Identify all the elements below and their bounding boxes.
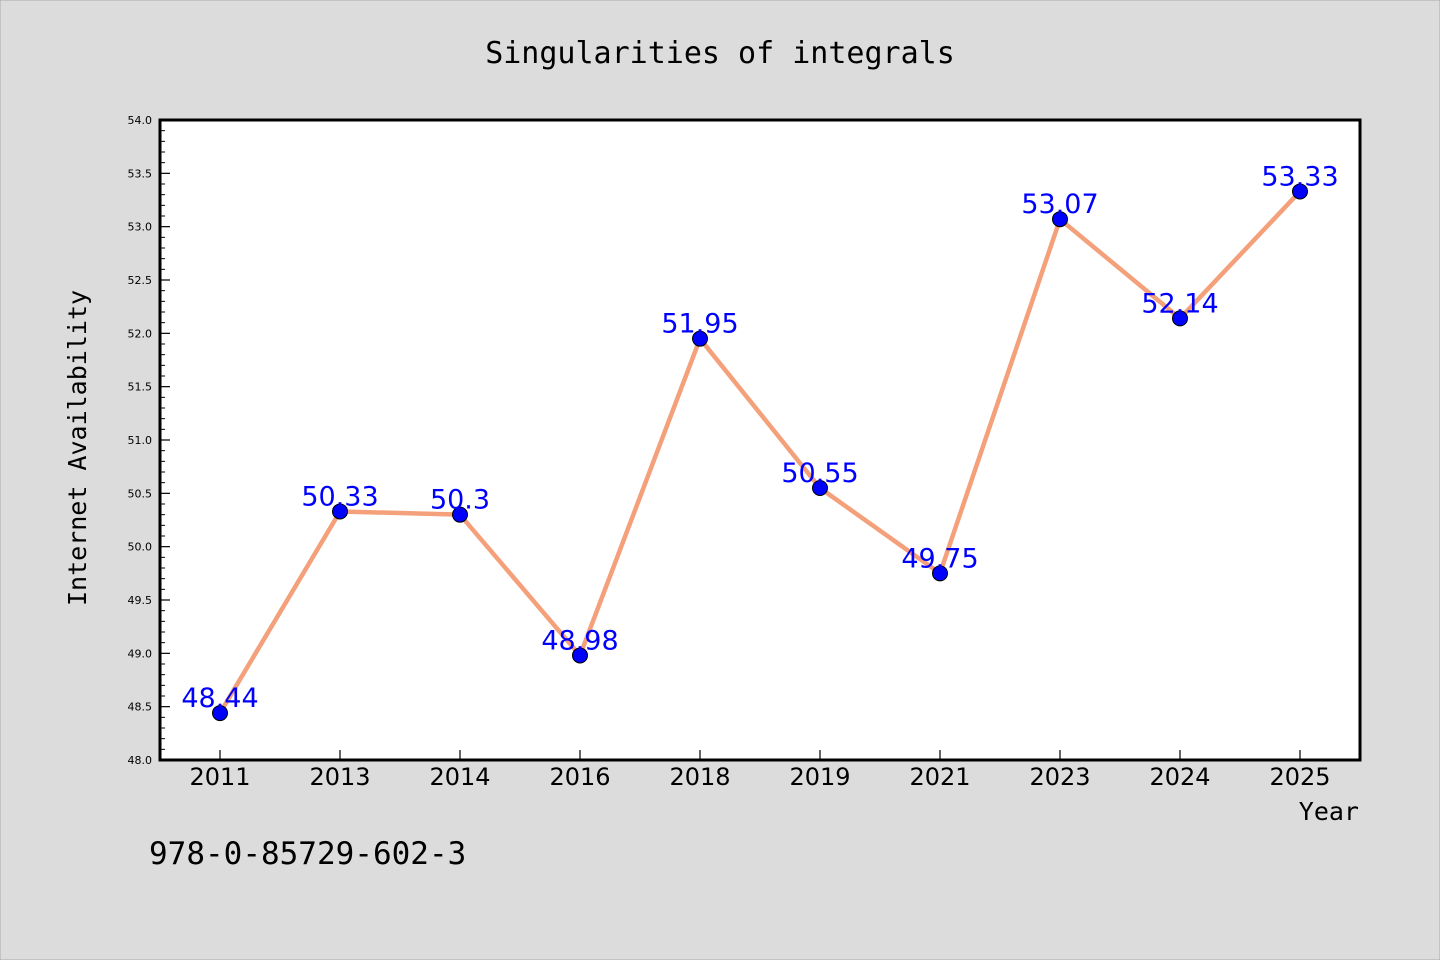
- data-point-marker: [932, 565, 948, 582]
- plot-area: [160, 120, 1360, 760]
- y-axis-ticks: 48.0 48.5 49.0 49.5 50.0 50.5 51.0 51.5 52.0 52.5…: [128, 114, 170, 767]
- y-tick-label: 50.0: [128, 541, 153, 554]
- x-tick-label: 2023: [1029, 763, 1090, 791]
- x-tick-label: 2018: [669, 763, 730, 791]
- data-value-label: 50.33: [301, 481, 378, 512]
- isbn-text: 978-0-85729-602-3: [149, 836, 466, 872]
- data-value-label: 52.14: [1141, 288, 1218, 319]
- y-tick-label: 48.0: [128, 754, 153, 767]
- data-value-label: 53.33: [1261, 161, 1338, 192]
- data-point-marker: [332, 503, 348, 520]
- data-point-marker: [452, 506, 468, 523]
- data-point-marker: [1052, 211, 1068, 228]
- series-line: [217, 189, 1303, 716]
- data-value-label: 51.95: [661, 309, 738, 340]
- y-axis-label: Internet Availability: [63, 290, 92, 606]
- x-tick-label: 2019: [789, 763, 850, 791]
- x-tick-label: 2025: [1269, 763, 1330, 791]
- y-tick-label: 50.5: [128, 487, 153, 500]
- y-tick-label: 49.0: [128, 647, 153, 660]
- data-labels-group: 48.44 50.33 50.3 48.98 51.95 50.55 49.75 53.07 5…: [181, 161, 1338, 714]
- data-value-label: 53.07: [1021, 189, 1098, 220]
- y-tick-label: 52.5: [128, 274, 153, 287]
- x-axis-label: Year: [1299, 797, 1359, 826]
- x-tick-label: 2016: [549, 763, 610, 791]
- plot-frame: [158, 118, 1362, 762]
- y-tick-label: 48.5: [128, 701, 153, 714]
- data-point-marker: [692, 330, 708, 347]
- x-tick-label: 2024: [1149, 763, 1210, 791]
- y-tick-label: 49.5: [128, 594, 153, 607]
- data-point-marker: [812, 480, 828, 496]
- data-value-label: 49.75: [901, 543, 978, 574]
- data-value-label: 50.3: [430, 485, 490, 516]
- data-point-marker: [1292, 183, 1308, 200]
- y-tick-label: 53.0: [128, 221, 153, 234]
- x-tick-label: 2013: [309, 763, 370, 791]
- x-tick-label: 2014: [429, 763, 490, 791]
- x-axis-ticks: 2011 2013 2014 2016 2018 2019 2021 2023 2024 2025: [189, 750, 1331, 791]
- y-tick-label: 54.0: [128, 114, 153, 127]
- x-tick-label: 2021: [909, 763, 970, 791]
- y-tick-label: 51.0: [128, 434, 153, 447]
- data-point-marker: [212, 705, 228, 722]
- chart-title: Singularities of integrals: [485, 36, 955, 71]
- y-tick-label: 51.5: [128, 381, 153, 394]
- data-value-label: 50.55: [781, 458, 858, 489]
- y-tick-label: 53.5: [128, 167, 153, 180]
- data-point-marker: [572, 647, 588, 664]
- data-value-label: 48.98: [541, 625, 618, 656]
- data-point-marker: [1172, 310, 1188, 327]
- series-group: [212, 183, 1308, 722]
- data-value-label: 48.44: [181, 683, 258, 714]
- y-tick-label: 52.0: [128, 327, 153, 340]
- x-tick-label: 2011: [189, 763, 250, 791]
